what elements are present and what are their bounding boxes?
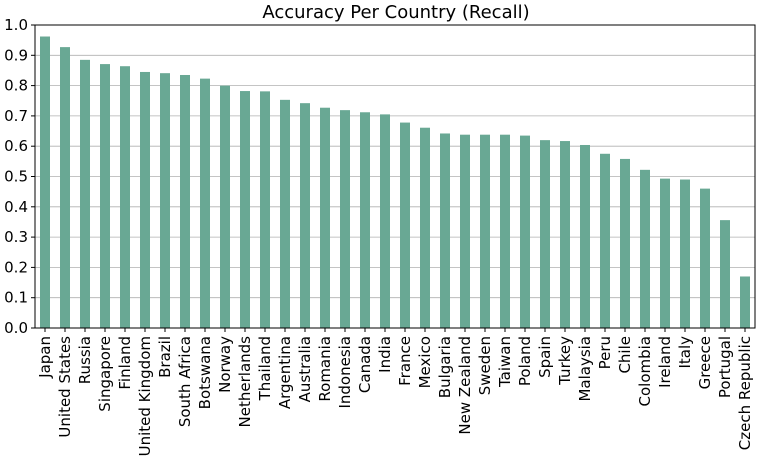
bar-russia [80, 59, 90, 328]
x-tick-label: Australia [296, 336, 314, 402]
y-tick-label: 0.9 [4, 46, 28, 64]
x-tick-label: Spain [536, 336, 554, 378]
bar-united-states [60, 47, 70, 329]
x-tick-label: Ireland [656, 336, 674, 388]
x-tick-label: Canada [356, 336, 374, 393]
y-tick-label: 0.1 [4, 289, 28, 307]
bar-india [380, 114, 390, 328]
bar-thailand [260, 91, 270, 329]
bar-canada [360, 112, 370, 328]
x-tick-label: Thailand [256, 336, 274, 401]
x-tick-label: New Zealand [456, 336, 474, 435]
bar-greece [700, 188, 710, 328]
x-tick-label: France [396, 336, 414, 386]
bar-finland [120, 66, 130, 328]
y-tick-label: 0.7 [4, 107, 28, 125]
y-tick-label: 1.0 [4, 16, 28, 34]
bar-sweden [480, 134, 490, 328]
x-tick-label: Indonesia [336, 336, 354, 409]
y-tick-label: 0.3 [4, 228, 28, 246]
x-tick-label: Poland [516, 336, 534, 386]
y-tick-label: 0.5 [4, 168, 28, 186]
bar-norway [220, 85, 230, 328]
bar-taiwan [500, 134, 510, 328]
bar-argentina [280, 99, 290, 328]
bar-romania [320, 107, 330, 329]
bar-united-kingdom [140, 71, 150, 328]
bar-japan [40, 36, 50, 328]
bar-south-africa [180, 74, 190, 329]
x-tick-label: Chile [616, 336, 634, 374]
x-tick-label: Romania [316, 336, 334, 402]
bar-france [400, 122, 410, 328]
bar-botswana [200, 78, 210, 328]
x-tick-label: United Kingdom [136, 336, 154, 456]
x-tick-label: United States [56, 336, 74, 438]
x-tick-label: Portugal [716, 336, 734, 398]
x-tick-label: Malaysia [576, 336, 594, 402]
bar-poland [520, 135, 530, 328]
x-tick-label: Brazil [156, 336, 174, 378]
y-tick-label: 0.4 [4, 198, 28, 216]
x-tick-label: Italy [676, 336, 694, 369]
x-axis: Japan United States Russia Singapore Finland… [36, 328, 754, 456]
bar-brazil [160, 73, 170, 328]
bar-peru [600, 153, 610, 328]
x-tick-label: Peru [596, 336, 614, 369]
x-tick-label: Czech Republic [736, 336, 754, 450]
bar-malaysia [580, 144, 590, 328]
x-tick-label: Norway [216, 336, 234, 393]
x-tick-label: Taiwan [496, 336, 514, 388]
bar-singapore [100, 64, 110, 328]
x-tick-label: Netherlands [236, 336, 254, 428]
chart-title: Accuracy Per Country (Recall) [262, 2, 529, 23]
x-tick-label: Mexico [416, 336, 434, 388]
bar-bulgaria [440, 133, 450, 328]
x-tick-label: South Africa [176, 336, 194, 427]
y-tick-label: 0.0 [4, 319, 28, 337]
x-tick-label: Botswana [196, 336, 214, 409]
y-tick-label: 0.2 [4, 258, 28, 276]
x-tick-label: Russia [76, 336, 94, 384]
bar-italy [680, 179, 690, 328]
x-tick-label: Finland [116, 336, 134, 390]
x-tick-label: India [376, 336, 394, 373]
x-tick-label: Greece [696, 336, 714, 389]
bar-chile [620, 158, 630, 328]
bar-new-zealand [460, 134, 470, 328]
bars [40, 36, 750, 329]
bar-indonesia [340, 110, 350, 328]
x-tick-label: Singapore [96, 336, 114, 412]
x-tick-label: Sweden [476, 336, 494, 395]
x-tick-label: Japan [36, 336, 54, 379]
y-tick-label: 0.6 [4, 137, 28, 155]
bar-colombia [640, 169, 650, 328]
bar-spain [540, 140, 550, 328]
bar-australia [300, 103, 310, 328]
bar-portugal [720, 220, 730, 328]
x-tick-label: Colombia [636, 336, 654, 407]
bar-turkey [560, 141, 570, 328]
x-tick-label: Bulgaria [436, 336, 454, 398]
bar-czech-republic [740, 276, 750, 328]
bar-ireland [660, 178, 670, 328]
y-tick-label: 0.8 [4, 77, 28, 95]
x-tick-label: Argentina [276, 336, 294, 409]
x-tick-label: Turkey [556, 336, 574, 386]
y-axis: 0.0 0.1 0.2 0.3 0.4 0.5 0.6 0.7 0.8 0.9 1.0 [4, 16, 35, 337]
bar-mexico [420, 127, 430, 328]
bar-netherlands [240, 91, 250, 328]
